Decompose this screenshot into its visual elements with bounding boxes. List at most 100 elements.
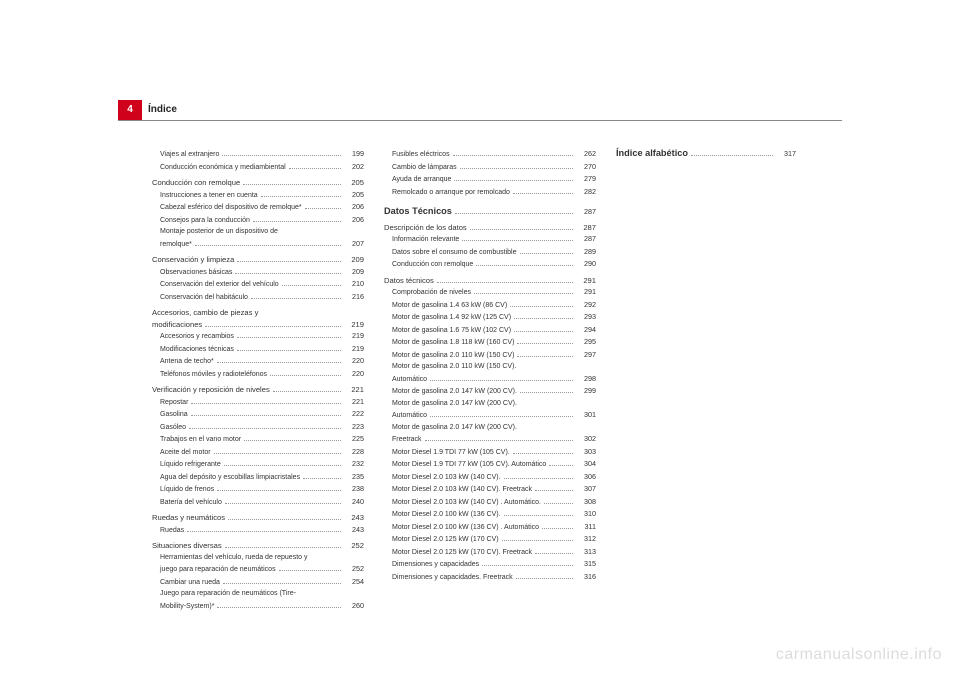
index-entry-page: 219 [344, 330, 364, 342]
index-entry-label: Motor de gasolina 1.8 118 kW (160 CV) [384, 337, 514, 349]
index-entry: Instrucciones a tener en cuenta205 [152, 189, 364, 202]
index-entry: Montaje posterior de un dispositivo de [152, 226, 364, 238]
index-entry-label: Líquido refrigerante [152, 459, 221, 471]
index-entry-page: 238 [344, 483, 364, 495]
leader-dots [222, 150, 341, 156]
index-entry: Mobility-System)* 260 [152, 600, 364, 613]
index-entry: Conducción económica y mediambiental202 [152, 161, 364, 174]
index-entry-page: 243 [344, 512, 364, 524]
leader-dots [520, 248, 573, 254]
index-entry: Situaciones diversas252 [152, 540, 364, 552]
index-entry-page: 260 [344, 600, 364, 612]
index-entry: juego para reparación de neumáticos 252 [152, 563, 364, 576]
index-entry-label: Montaje posterior de un dispositivo de [152, 226, 278, 238]
index-entry: Observaciones básicas209 [152, 266, 364, 279]
index-entry-label: Motor de gasolina 1.6 75 kW (102 CV) [384, 325, 511, 337]
index-entry: Fusibles eléctricos262 [384, 148, 596, 161]
leader-dots [425, 435, 573, 441]
index-entry-page: 291 [576, 275, 596, 287]
leader-dots [504, 510, 573, 516]
leader-dots [535, 548, 573, 554]
index-entry-page: 223 [344, 421, 364, 433]
leader-dots [282, 280, 341, 286]
index-entry-label: Mobility-System)* [152, 601, 214, 613]
index-entry-label: Datos Técnicos [384, 206, 452, 218]
index-entry-label: Dimensiones y capacidades. Freetrack [384, 572, 513, 584]
index-entry-label: Consejos para la conducción [152, 215, 250, 227]
index-entry-page: 232 [344, 458, 364, 470]
leader-dots [244, 435, 341, 441]
page-header-title: Índice [142, 100, 177, 120]
index-entry-label: juego para reparación de neumáticos [152, 564, 276, 576]
leader-dots [235, 268, 341, 274]
index-entry: Líquido refrigerante 232 [152, 458, 364, 471]
index-entry: Comprobación de niveles291 [384, 286, 596, 299]
leader-dots [237, 345, 341, 351]
leader-dots [273, 386, 341, 392]
index-entry-label: Herramientas del vehículo, rueda de repu… [152, 552, 307, 564]
index-entry-label: Motor Diesel 2.0 100 kW (136 CV) . Autom… [384, 522, 539, 534]
index-entry-page: 240 [344, 496, 364, 508]
leader-dots [474, 288, 573, 294]
index-entry-page: 304 [576, 458, 596, 470]
index-entry-page: 252 [344, 563, 364, 575]
index-entry-label: Cambiar una rueda [152, 577, 220, 589]
index-entry-page: 219 [344, 343, 364, 355]
index-entry-label: Motor Diesel 1.9 TDI 77 kW (105 CV). [384, 447, 510, 459]
index-entry: Líquido de frenos238 [152, 483, 364, 496]
leader-dots [691, 150, 773, 156]
header-rule [118, 120, 842, 121]
index-entry-label: Motor de gasolina 1.4 63 kW (86 CV) [384, 300, 507, 312]
leader-dots [217, 485, 341, 491]
index-entry-label: Remolcado o arranque por remolcado [384, 187, 510, 199]
index-entry-label: Fusibles eléctricos [384, 149, 450, 161]
index-entry-page: 254 [344, 576, 364, 588]
index-entry: Aceite del motor228 [152, 446, 364, 459]
index-entry-label: Información relevante [384, 234, 459, 246]
index-entry-page: 252 [344, 540, 364, 552]
index-entry-label: Ruedas [152, 525, 184, 537]
index-entry-page: 302 [576, 433, 596, 445]
index-entry: Conservación y limpieza209 [152, 254, 364, 266]
index-entry-page: 199 [344, 148, 364, 160]
index-entry-label: Motor de gasolina 2.0 147 kW (200 CV). [384, 422, 517, 434]
index-entry-page: 293 [576, 311, 596, 323]
index-entry-page: 301 [576, 409, 596, 421]
index-entry-page: 316 [576, 571, 596, 583]
index-entry: Modificaciones técnicas219 [152, 343, 364, 356]
index-entry: Herramientas del vehículo, rueda de repu… [152, 552, 364, 564]
index-entry: Motor de gasolina 2.0 147 kW (200 CV). [384, 398, 596, 410]
index-entry-page: 297 [576, 349, 596, 361]
leader-dots [253, 216, 341, 222]
index-entry: Motor Diesel 2.0 125 kW (170 CV). Freetr… [384, 546, 596, 559]
leader-dots [514, 313, 573, 319]
index-entry-label: Cabezal esférico del dispositivo de remo… [152, 202, 302, 214]
index-entry-page: 235 [344, 471, 364, 483]
index-entry-page: 222 [344, 408, 364, 420]
index-entry-page: 298 [576, 373, 596, 385]
index-entry-label: Datos técnicos [384, 275, 434, 287]
leader-dots [453, 150, 573, 156]
index-entry-page: 291 [576, 286, 596, 298]
index-entry-page: 312 [576, 533, 596, 545]
index-entry-label: Conservación del exterior del vehículo [152, 279, 279, 291]
leader-dots [223, 578, 341, 584]
leader-dots [217, 602, 341, 608]
leader-dots [455, 208, 573, 214]
leader-dots [482, 560, 573, 566]
leader-dots [544, 498, 573, 504]
leader-dots [502, 535, 573, 541]
index-entry: Juego para reparación de neumáticos (Tir… [152, 588, 364, 600]
index-entry-page: 289 [576, 246, 596, 258]
index-entry-label: Agua del depósito y escobillas limpiacri… [152, 472, 300, 484]
index-entry: Dimensiones y capacidades. Freetrack 316 [384, 571, 596, 584]
index-entry-label: Trabajos en el vano motor [152, 434, 241, 446]
watermark: carmanualsonline.info [776, 646, 942, 664]
index-entry: Motor de gasolina 2.0 110 kW (150 CV). [384, 361, 596, 373]
index-entry-label: Antena de techo* [152, 356, 214, 368]
index-entry: Automático298 [384, 373, 596, 386]
leader-dots [261, 191, 341, 197]
index-entry-page: 225 [344, 433, 364, 445]
index-entry-label: Viajes al extranjero [152, 149, 219, 161]
leader-dots [535, 485, 573, 491]
